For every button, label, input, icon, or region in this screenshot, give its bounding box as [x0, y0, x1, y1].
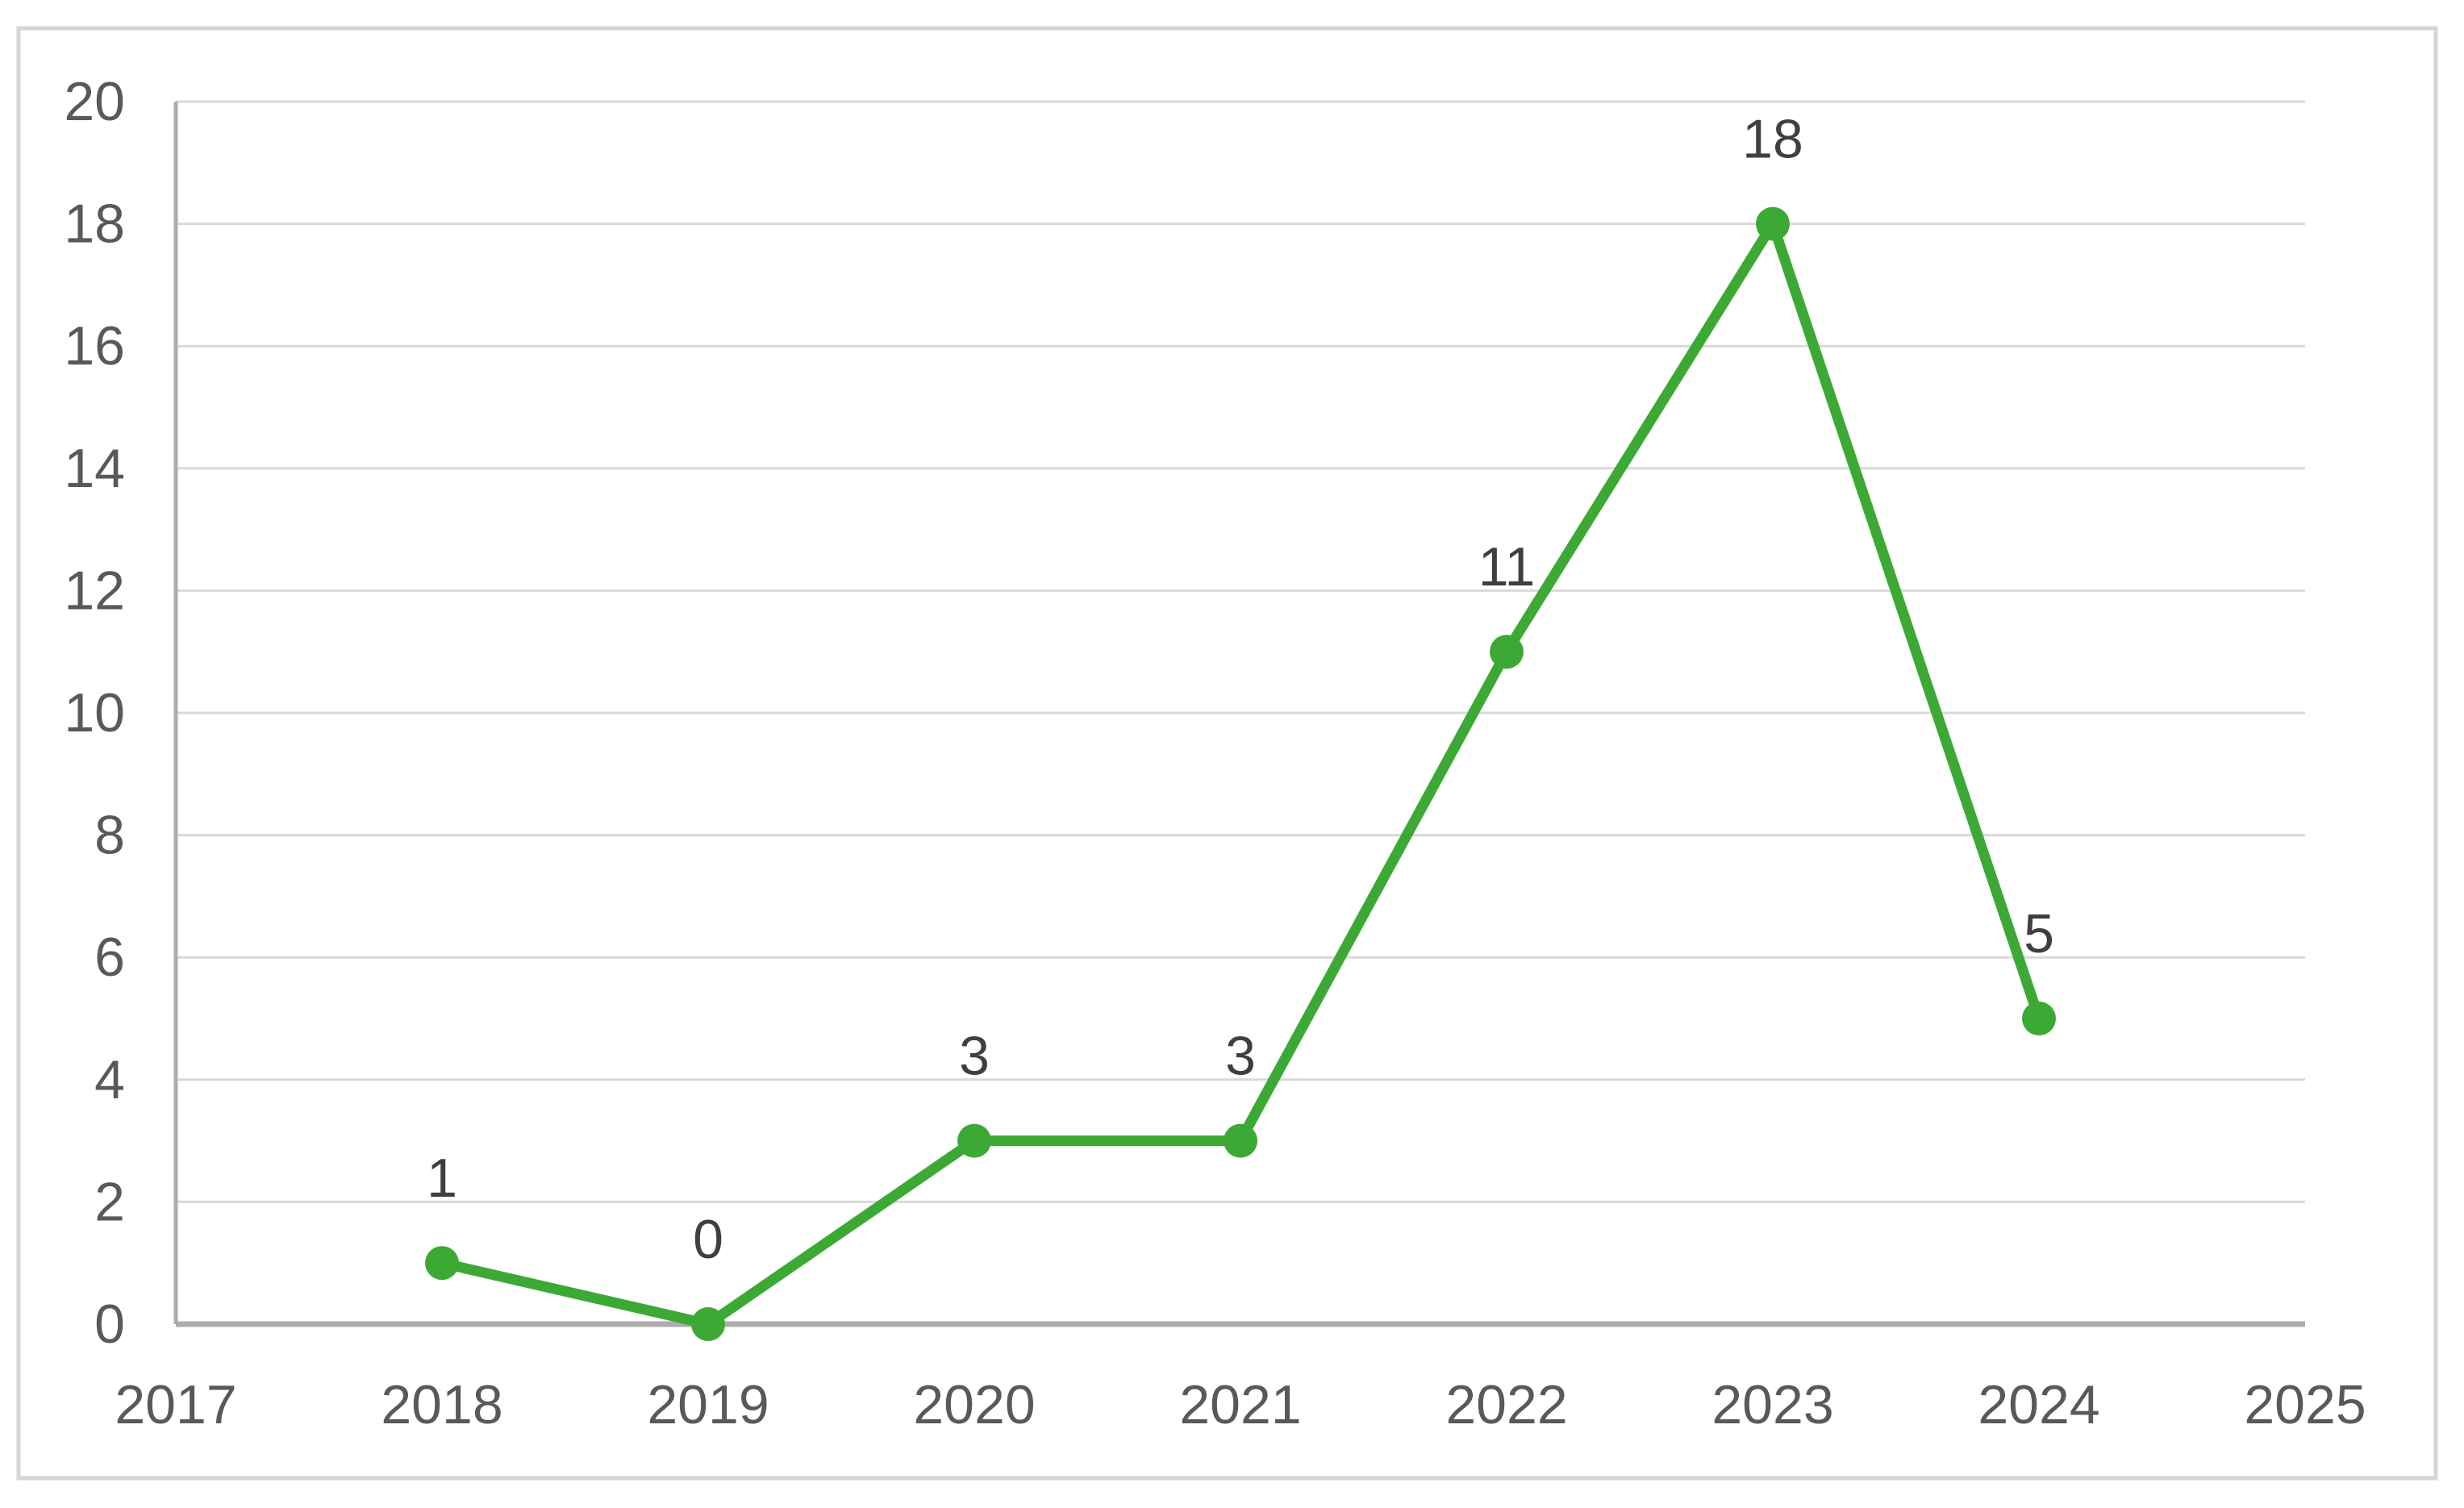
series-layer [425, 206, 2056, 1341]
data-point-marker [425, 1246, 459, 1281]
x-tick-label: 2024 [1978, 1374, 2099, 1435]
y-tick-label: 0 [94, 1293, 125, 1355]
data-point-marker [1756, 206, 1790, 241]
y-tick-label: 18 [64, 194, 125, 255]
y-tick-label: 6 [94, 927, 125, 988]
x-tick-label: 2023 [1711, 1374, 1833, 1435]
data-labels-layer: 1 0 3 3 11 18 5 [427, 109, 2054, 1270]
x-tick-label: 2017 [115, 1374, 236, 1435]
x-tick-label: 2025 [2244, 1374, 2366, 1435]
data-point-marker [1224, 1123, 1257, 1158]
data-label: 1 [427, 1148, 457, 1209]
data-label: 11 [1478, 536, 1536, 598]
data-label: 3 [959, 1026, 990, 1087]
data-label: 5 [2024, 903, 2054, 964]
x-tick-label: 2019 [647, 1374, 769, 1435]
y-tick-label: 20 [64, 71, 125, 132]
data-point-marker [1490, 635, 1524, 669]
data-point-marker [2022, 1002, 2056, 1035]
data-point-marker [957, 1123, 991, 1158]
x-tick-label: 2021 [1179, 1374, 1301, 1435]
y-tick-label: 2 [94, 1171, 125, 1232]
axes-layer [173, 102, 2305, 1327]
y-tick-label: 14 [64, 438, 125, 499]
data-label: 3 [1225, 1026, 1256, 1087]
x-tick-label: 2018 [381, 1374, 502, 1435]
data-label: 0 [693, 1209, 723, 1270]
data-point-marker [691, 1307, 725, 1341]
data-label: 18 [1742, 109, 1803, 170]
gridlines-layer [176, 100, 2305, 1203]
series-line [436, 219, 2045, 1330]
chart-border [16, 26, 2438, 1481]
y-tick-label: 10 [64, 682, 125, 744]
y-tick-label: 4 [94, 1049, 125, 1110]
y-tick-label: 12 [64, 560, 125, 621]
x-tick-label: 2022 [1445, 1374, 1567, 1435]
y-tick-label: 16 [64, 315, 125, 377]
y-tick-label: 8 [94, 805, 125, 866]
x-tick-label: 2020 [913, 1374, 1035, 1435]
